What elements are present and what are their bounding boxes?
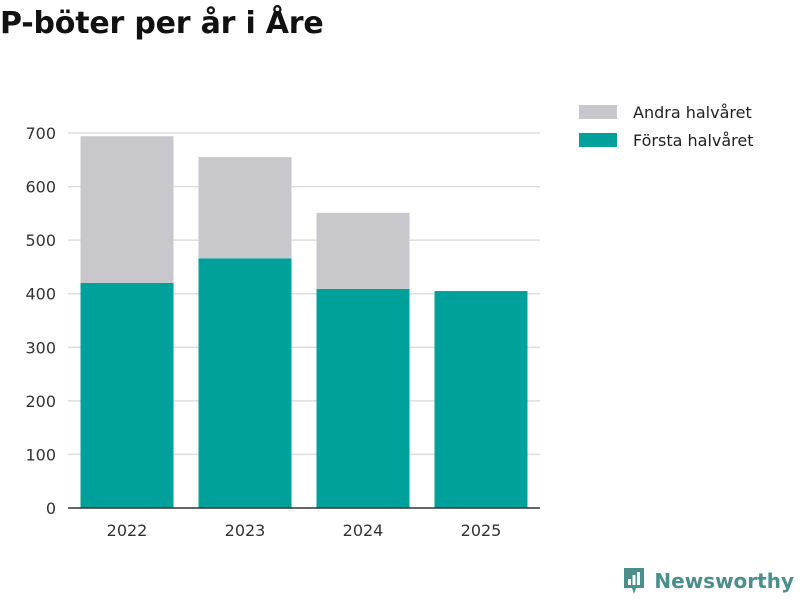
x-tick-label-2024: 2024: [343, 521, 384, 540]
legend-label-forsta: Första halvåret: [633, 130, 754, 150]
chart-title: P-böter per år i Åre: [0, 6, 324, 41]
bar-2022-andra: [80, 136, 174, 283]
bar-2024-andra: [316, 212, 410, 289]
y-tick-label-100: 100: [25, 445, 56, 464]
y-tick-label-0: 0: [46, 499, 56, 518]
brand-logo: Newsworthy: [622, 566, 794, 596]
newsworthy-logo-icon: [624, 568, 645, 594]
x-tick-label-2022: 2022: [107, 521, 148, 540]
y-tick-label-200: 200: [25, 392, 56, 411]
legend-item-forsta: Första halvåret: [579, 126, 754, 154]
legend: Andra halvåret Första halvåret: [579, 98, 754, 154]
bar-2022-forsta: [80, 283, 174, 508]
legend-swatch-andra: [579, 105, 617, 119]
bars-layer: [80, 136, 528, 508]
bar-2023-andra: [198, 157, 292, 259]
y-tick-label-300: 300: [25, 338, 56, 357]
y-tick-label-700: 700: [25, 124, 56, 143]
bar-2025-forsta: [434, 291, 528, 508]
y-tick-label-600: 600: [25, 178, 56, 197]
x-tick-label-2023: 2023: [225, 521, 266, 540]
legend-swatch-forsta: [579, 133, 617, 147]
y-tick-label-500: 500: [25, 231, 56, 250]
bar-2023-forsta: [198, 258, 292, 508]
bar-2024-forsta: [316, 288, 410, 508]
x-tick-label-2025: 2025: [461, 521, 502, 540]
axis-layer: 0 100 200 300 400 500 600 700 2022 2023 2024 2025: [25, 124, 540, 540]
legend-item-andra: Andra halvåret: [579, 98, 754, 126]
y-tick-label-400: 400: [25, 285, 56, 304]
legend-label-andra: Andra halvåret: [633, 102, 752, 122]
brand-name: Newsworthy: [654, 569, 794, 593]
